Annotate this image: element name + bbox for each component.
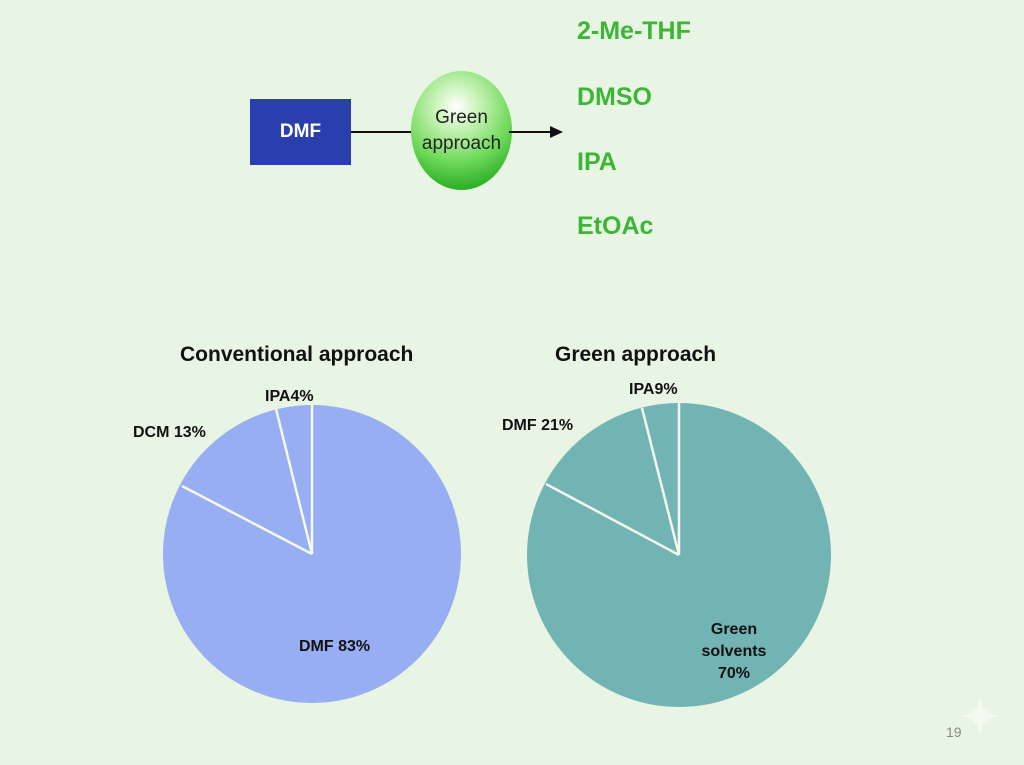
slice-label-ipa: IPA4% bbox=[265, 388, 314, 405]
slice-label-green-solvents: Green solvents 70% bbox=[698, 619, 770, 685]
sparkle-icon bbox=[960, 696, 1000, 736]
ball-label-line2: approach bbox=[421, 132, 502, 154]
slice-label-dcm: DCM 13% bbox=[133, 424, 206, 441]
chart-title-green: Green approach bbox=[555, 343, 717, 366]
pie-chart-conventional bbox=[163, 405, 461, 703]
connector-line bbox=[351, 131, 413, 133]
slice-label-ipa-green: IPA9% bbox=[629, 381, 678, 398]
chart-title-conventional: Conventional approach bbox=[180, 343, 414, 366]
slide-number: 19 bbox=[946, 724, 962, 740]
dmf-box-label: DMF bbox=[279, 121, 322, 142]
green-solvents-line1: Green bbox=[710, 621, 758, 638]
output-solvent-3: IPA bbox=[577, 148, 617, 176]
green-solvents-line3: 70% bbox=[717, 665, 751, 682]
ball-label-line1: Green bbox=[435, 106, 488, 128]
output-solvent-4: EtOAc bbox=[577, 212, 654, 240]
green-solvents-line2: solvents bbox=[701, 643, 767, 660]
pie-chart-green bbox=[527, 403, 831, 707]
arrow-line bbox=[509, 131, 554, 133]
arrow-right-icon bbox=[550, 126, 563, 138]
green-approach-ball: Green approach bbox=[411, 71, 512, 190]
output-solvent-1: 2-Me-THF bbox=[577, 17, 691, 45]
dmf-source-box: DMF bbox=[250, 99, 351, 165]
output-solvent-2: DMSO bbox=[577, 83, 652, 111]
slice-label-dmf-green: DMF 21% bbox=[502, 417, 574, 434]
slice-label-dmf: DMF 83% bbox=[299, 638, 371, 655]
